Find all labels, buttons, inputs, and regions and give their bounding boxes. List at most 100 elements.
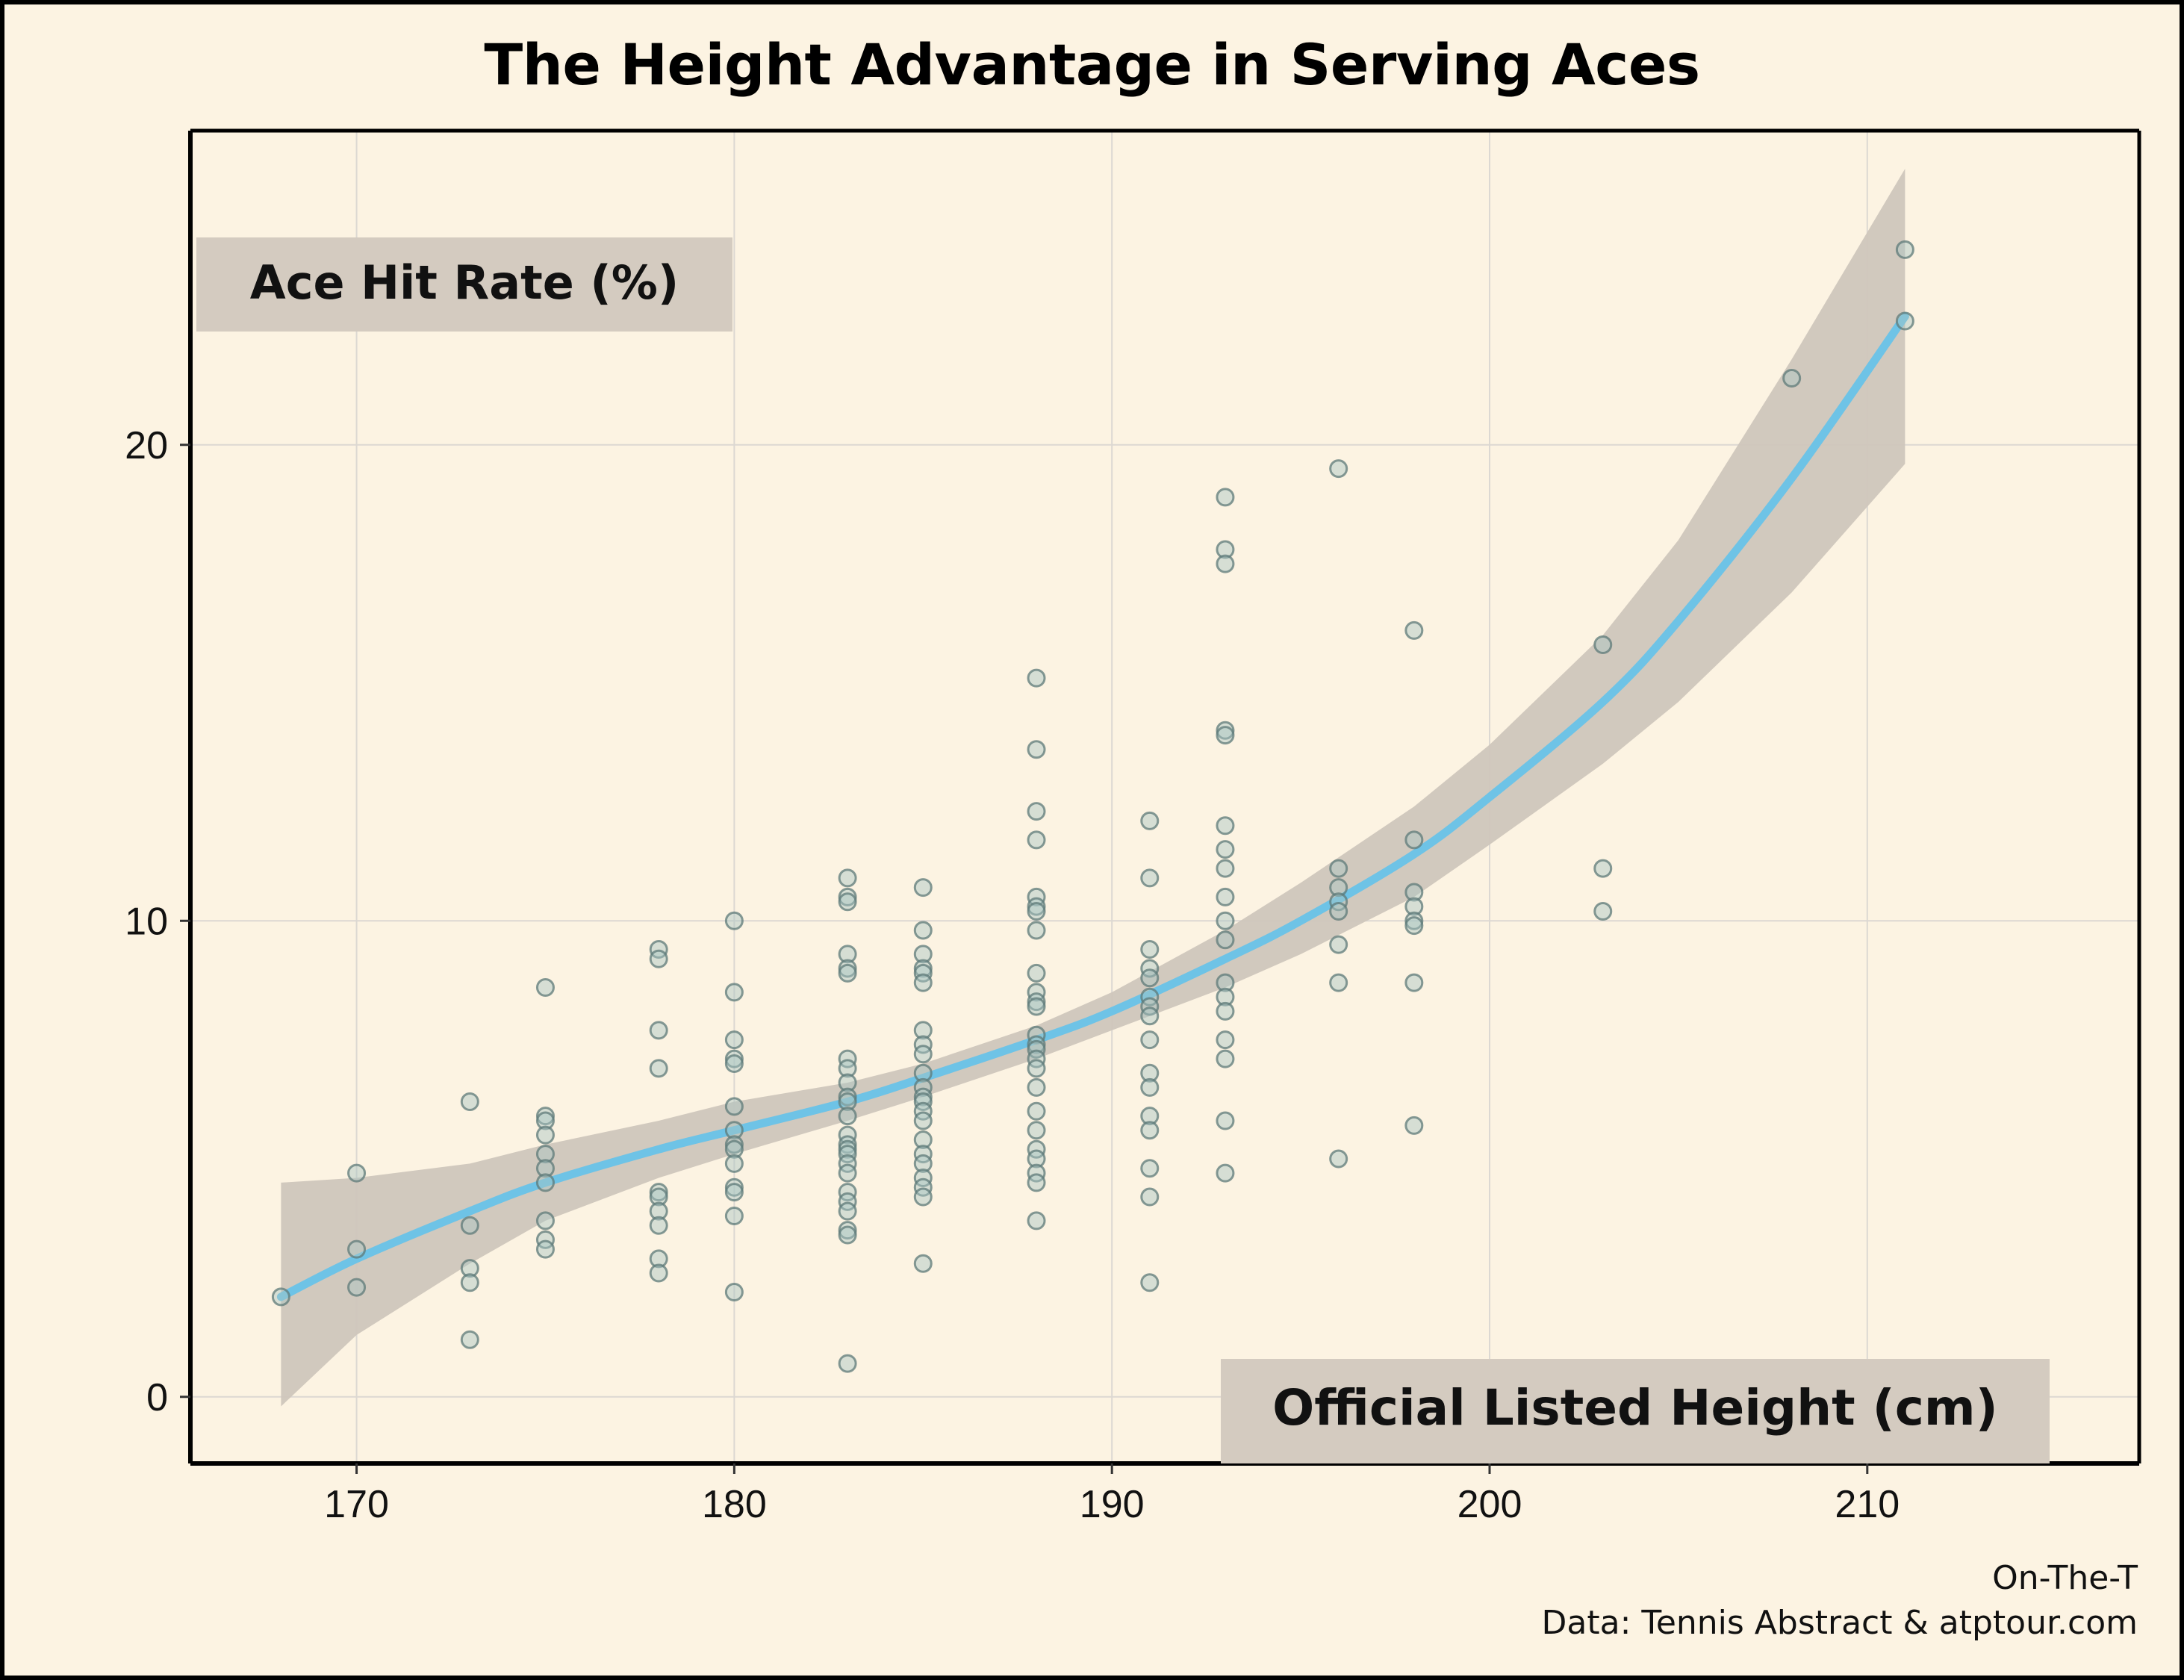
data-point xyxy=(649,1263,668,1283)
data-point xyxy=(347,1239,367,1259)
data-point xyxy=(913,1021,933,1040)
data-point xyxy=(838,1145,857,1164)
data-point xyxy=(1216,1163,1235,1183)
data-point xyxy=(724,1207,744,1225)
data-point xyxy=(838,1073,857,1092)
data-point xyxy=(1895,240,1914,259)
data-point xyxy=(724,1049,744,1068)
data-point xyxy=(1140,1030,1160,1050)
data-point xyxy=(913,1045,933,1064)
data-point xyxy=(1140,1273,1160,1292)
data-point xyxy=(1329,902,1348,921)
data-point xyxy=(649,940,668,959)
data-point xyxy=(1404,916,1424,936)
data-point xyxy=(1140,811,1160,830)
data-point xyxy=(1027,1059,1046,1078)
data-point xyxy=(1140,1107,1160,1126)
data-point xyxy=(1027,1211,1046,1231)
data-point xyxy=(1216,1049,1235,1068)
data-point xyxy=(1027,1121,1046,1140)
data-point xyxy=(1895,311,1914,331)
y-tick-label: 20 xyxy=(125,424,168,467)
data-point xyxy=(649,1187,668,1207)
data-point xyxy=(1404,883,1424,902)
data-point xyxy=(913,1035,933,1054)
data-point xyxy=(649,1021,668,1040)
data-point xyxy=(1027,1039,1046,1059)
data-point xyxy=(535,1173,555,1192)
data-point xyxy=(1216,1111,1235,1130)
data-point xyxy=(1216,554,1235,573)
data-point xyxy=(838,1221,857,1240)
data-point xyxy=(1404,973,1424,992)
data-point xyxy=(913,878,933,897)
data-point xyxy=(724,1121,744,1140)
data-point xyxy=(913,1187,933,1207)
data-point xyxy=(913,973,933,992)
x-tick-label: 180 xyxy=(702,1483,767,1526)
axis-labels-layer: 170 180 190 200 210 0 10 20 Ace Hit Rate (%) Offi… xyxy=(125,237,2050,1526)
data-point xyxy=(838,1225,857,1245)
data-point xyxy=(1140,1187,1160,1207)
data-point xyxy=(1216,987,1235,1007)
data-point xyxy=(913,1087,933,1107)
data-point xyxy=(1329,878,1348,897)
data-point xyxy=(1027,830,1046,850)
data-points-layer xyxy=(271,240,1914,1373)
data-point xyxy=(838,1163,857,1183)
data-point xyxy=(535,1145,555,1164)
data-point xyxy=(1593,902,1613,921)
axes-layer xyxy=(180,128,2141,1474)
data-point xyxy=(1216,840,1235,859)
data-point xyxy=(1140,1121,1160,1140)
data-point xyxy=(724,1139,744,1159)
data-point xyxy=(1216,887,1235,906)
chart-title: The Height Advantage in Serving Aces xyxy=(484,31,1700,98)
data-point xyxy=(838,1125,857,1145)
data-point xyxy=(838,963,857,983)
data-point xyxy=(1027,1101,1046,1121)
data-point xyxy=(838,892,857,912)
data-point xyxy=(1140,1159,1160,1178)
data-point xyxy=(1140,940,1160,959)
data-point xyxy=(838,1092,857,1111)
data-point xyxy=(1216,973,1235,992)
y-tick-label: 0 xyxy=(146,1376,168,1419)
y-tick-label: 10 xyxy=(125,900,168,943)
data-point xyxy=(1329,859,1348,878)
data-point xyxy=(1027,1049,1046,1068)
data-point xyxy=(1216,726,1235,745)
data-point xyxy=(1404,1116,1424,1135)
data-point xyxy=(1216,816,1235,836)
data-point xyxy=(1216,1030,1235,1050)
data-point xyxy=(535,1211,555,1231)
data-point xyxy=(1216,930,1235,950)
data-point xyxy=(838,1201,857,1221)
data-point xyxy=(1216,721,1235,740)
data-point xyxy=(460,1216,479,1235)
data-point xyxy=(535,1239,555,1259)
data-point xyxy=(1027,963,1046,983)
fit-line xyxy=(276,312,1909,1301)
data-point xyxy=(1027,1035,1046,1054)
data-point xyxy=(649,1216,668,1235)
data-point xyxy=(838,1192,857,1211)
data-point xyxy=(724,1183,744,1202)
fit-line-layer xyxy=(276,312,1909,1301)
data-point xyxy=(838,1183,857,1202)
data-point xyxy=(838,1049,857,1068)
data-point xyxy=(271,1287,290,1307)
data-point xyxy=(724,1135,744,1154)
data-point xyxy=(1140,997,1160,1016)
data-point xyxy=(1329,1149,1348,1169)
data-point xyxy=(1216,1001,1235,1021)
data-point xyxy=(535,1125,555,1145)
data-point xyxy=(535,1230,555,1249)
data-point xyxy=(1140,1063,1160,1083)
data-point xyxy=(724,1177,744,1197)
data-point xyxy=(1027,992,1046,1012)
data-point xyxy=(838,1139,857,1159)
data-point xyxy=(838,1154,857,1173)
data-point xyxy=(913,959,933,978)
